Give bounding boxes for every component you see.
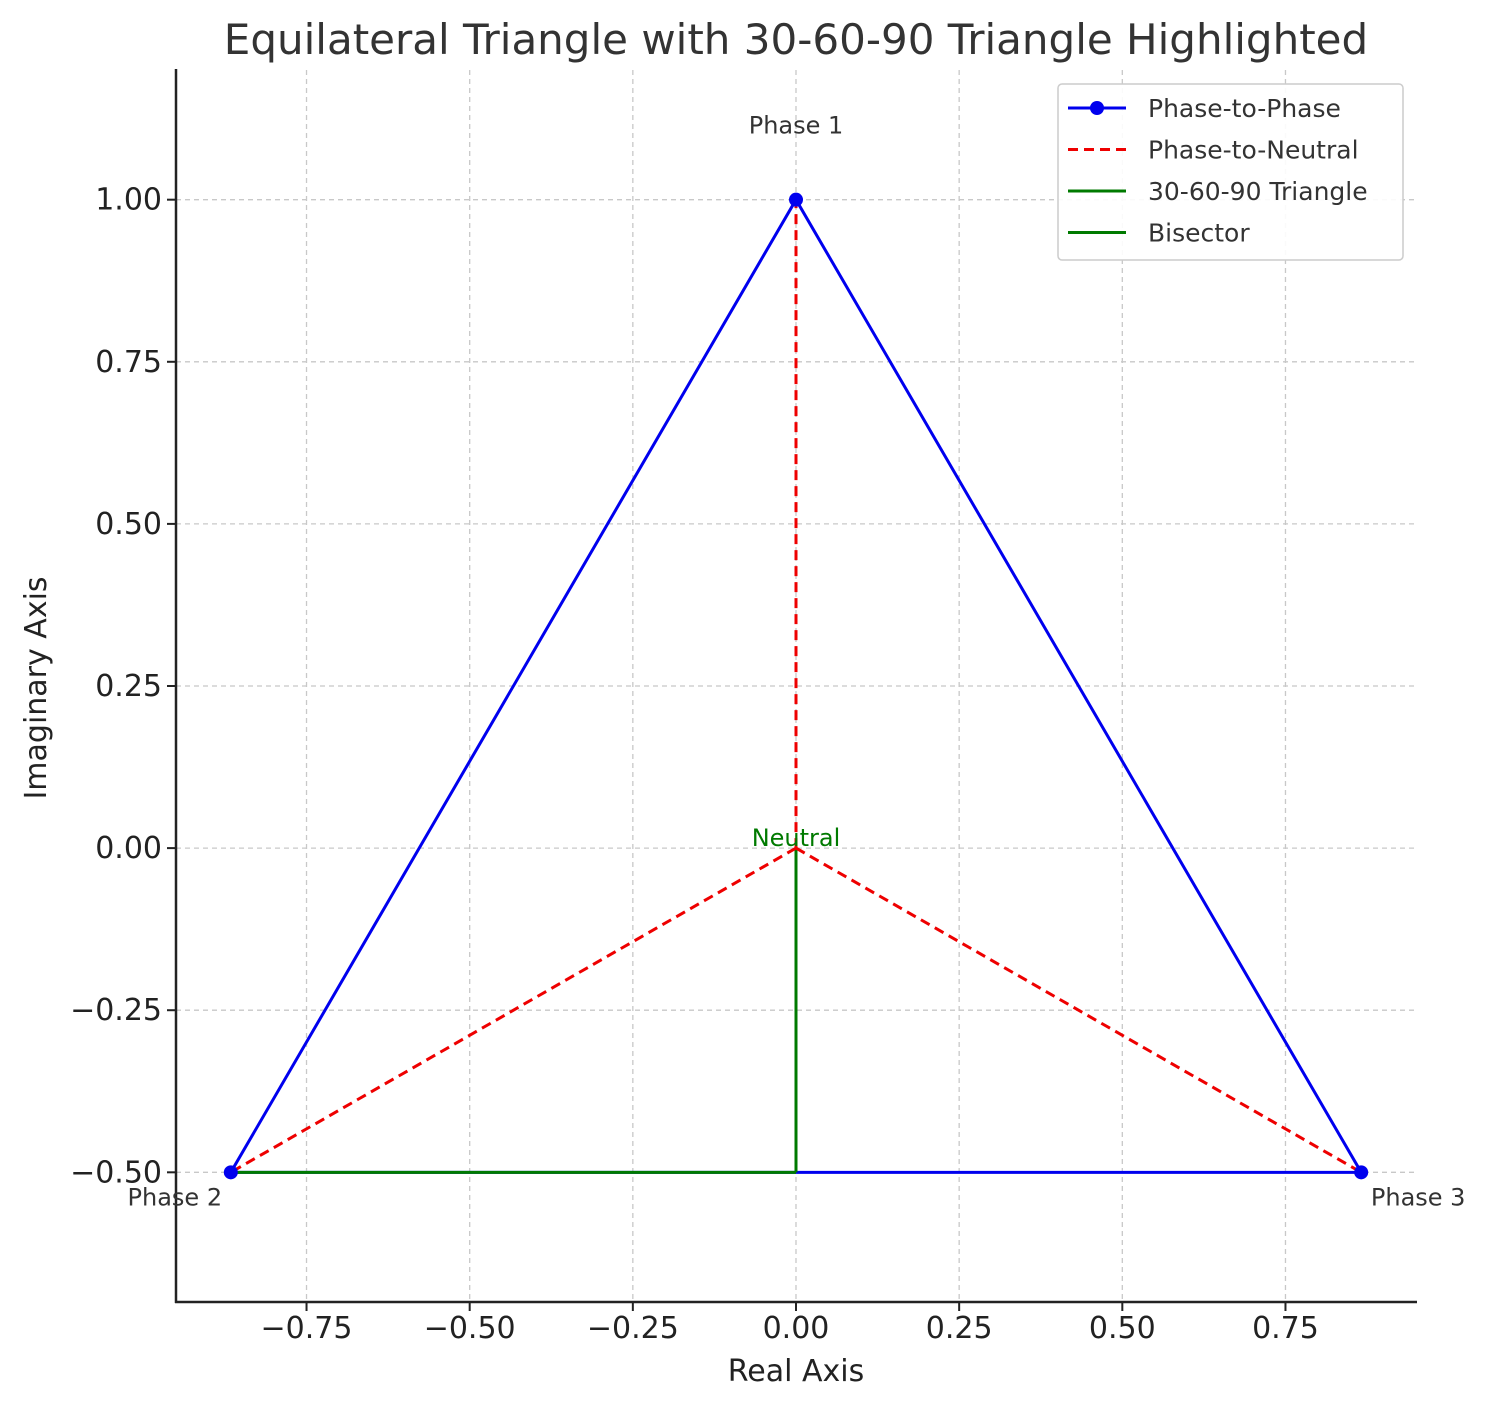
x-tick-label: 0.25 <box>926 1311 993 1346</box>
annotations: Phase 1 Phase 2 Phase 3 Neutral <box>128 112 1466 1212</box>
legend-label: Phase-to-Phase <box>1148 94 1341 123</box>
x-tick-label: 0.50 <box>1089 1311 1156 1346</box>
y-axis-label: Imaginary Axis <box>19 576 54 799</box>
legend-label: 30-60-90 Triangle <box>1148 177 1368 206</box>
y-tick-label: −0.25 <box>70 993 162 1028</box>
legend-label: Bisector <box>1148 219 1250 248</box>
x-tick-label: 0.75 <box>1252 1311 1319 1346</box>
legend-label: Phase-to-Neutral <box>1148 136 1359 165</box>
phase-to-neutral-line <box>795 846 1362 1174</box>
phase-point-marker <box>223 1165 238 1180</box>
y-tick-label: 0.00 <box>95 831 162 866</box>
x-tick-label: −0.50 <box>424 1311 516 1346</box>
x-axis-label: Real Axis <box>728 1354 864 1389</box>
y-tick-label: 0.25 <box>95 669 162 704</box>
phase-point-marker <box>789 192 803 207</box>
x-tick-label: −0.25 <box>587 1311 679 1346</box>
y-tick-label: 0.75 <box>95 345 162 380</box>
y-tick-label: −0.50 <box>70 1155 162 1190</box>
legend-marker <box>1090 101 1104 115</box>
legend: Phase-to-Phase Phase-to-Neutral 30-60-90 T… <box>1057 83 1404 261</box>
annotation-label: Phase 2 <box>128 1183 223 1211</box>
phase-to-neutral-line <box>230 846 797 1174</box>
x-tick-label: 0.00 <box>763 1311 830 1346</box>
x-ticks: −0.75 −0.50 −0.25 0.00 0.25 0.50 0.75 <box>261 1302 1319 1346</box>
legend-box <box>1057 83 1404 261</box>
annotation-label: Phase 1 <box>749 112 844 140</box>
x-tick-label: −0.75 <box>261 1311 353 1346</box>
annotation-label: Neutral <box>752 824 841 852</box>
phase-point-marker <box>1354 1165 1369 1180</box>
plot-area <box>223 192 1369 1180</box>
chart-title: Equilateral Triangle with 30-60-90 Trian… <box>224 15 1368 64</box>
y-tick-label: 0.50 <box>95 507 162 542</box>
annotation-label: Phase 3 <box>1371 1183 1466 1211</box>
y-tick-label: 1.00 <box>95 183 162 218</box>
y-ticks: 1.00 0.75 0.50 0.25 0.00 −0.25 −0.50 <box>70 183 176 1190</box>
